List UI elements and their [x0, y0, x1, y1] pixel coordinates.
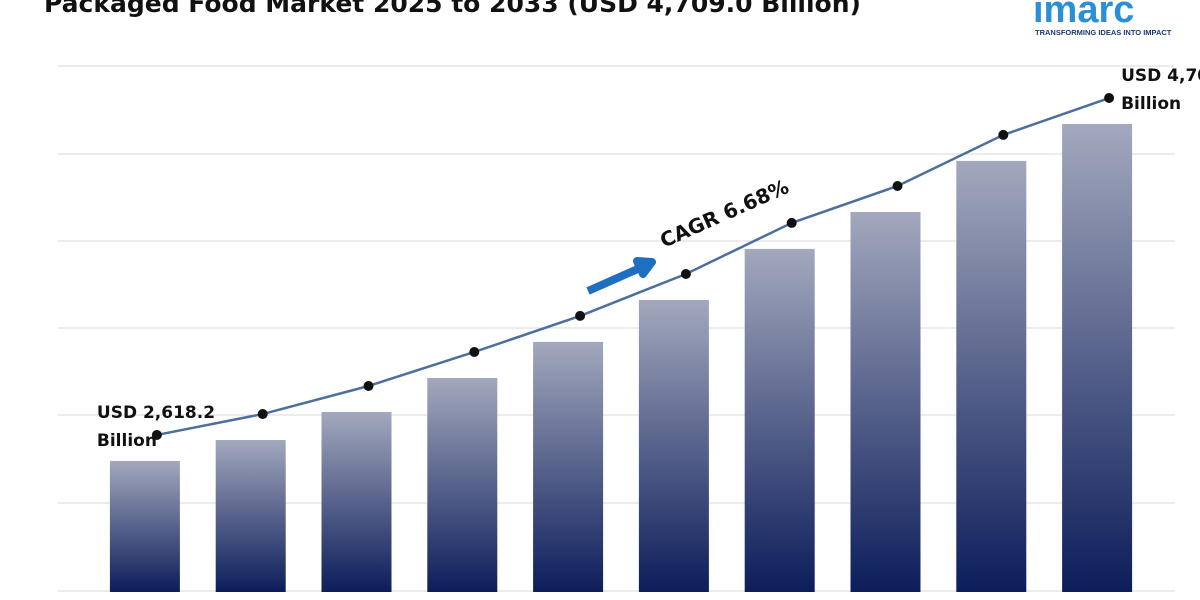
trend-dot	[151, 429, 162, 440]
chart-title: Packaged Food Market 2025 to 2033 (USD 4…	[44, 0, 861, 18]
tagline: TRANSFORMING IDEAS INTO IMPACT	[1035, 28, 1172, 37]
trend-dot	[680, 268, 691, 279]
bar	[850, 212, 921, 593]
bar	[1062, 124, 1133, 592]
value-label: USD 4,709.0 Billion	[1121, 66, 1200, 114]
trend-line	[156, 96, 1110, 437]
trend-dot	[257, 409, 268, 420]
trend-dot	[892, 181, 903, 192]
bar	[638, 299, 709, 592]
bar	[109, 460, 180, 592]
trend-dot	[998, 129, 1009, 140]
bar	[215, 440, 286, 592]
logo: imarc	[1033, 0, 1134, 31]
bar	[427, 377, 498, 592]
trend-dot	[469, 346, 480, 357]
trend-dot	[363, 380, 374, 391]
trend-dot	[575, 310, 586, 321]
trend-dot	[1104, 93, 1115, 104]
bar	[956, 160, 1027, 592]
trend-dot	[786, 217, 797, 228]
value-label: USD 2,618.2 Billion	[96, 402, 216, 451]
bar	[321, 411, 392, 592]
bar	[744, 248, 815, 592]
bar	[533, 341, 604, 592]
arrow	[586, 257, 656, 295]
